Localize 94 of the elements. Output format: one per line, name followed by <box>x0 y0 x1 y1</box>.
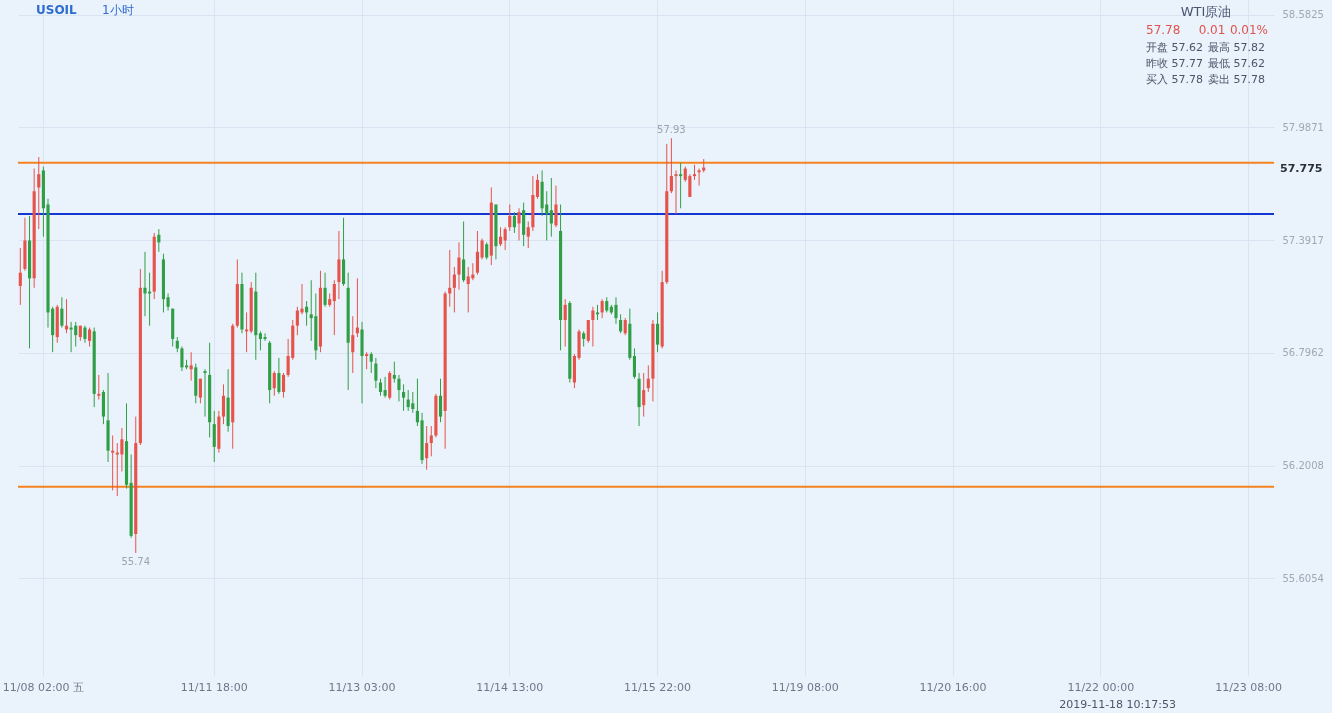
text: 57.775 <box>1280 162 1323 175</box>
candlestick <box>143 251 147 317</box>
x-tick-label: 11/08 02:00 五 <box>2 680 85 694</box>
x-tick-label: 11/19 08:00 <box>771 680 839 694</box>
candlestick <box>632 347 637 380</box>
annotation: WTI原油 <box>1180 4 1232 19</box>
candlestick <box>512 211 516 234</box>
candlestick <box>180 346 184 372</box>
candlestick <box>526 221 530 249</box>
candlestick <box>263 332 267 342</box>
candlestick <box>120 427 124 472</box>
candlestick <box>277 357 281 395</box>
annotation: 最低 57.62 <box>1208 57 1265 70</box>
candlestick <box>203 368 207 418</box>
y-tick-label: 56.7962 <box>1282 347 1324 359</box>
candlestick <box>425 425 429 471</box>
annotation: 57.93 <box>657 124 686 136</box>
candlestick <box>198 378 202 404</box>
candlestick <box>369 351 373 374</box>
candlestick <box>438 378 443 423</box>
candlestick <box>374 357 378 389</box>
candlestick <box>549 177 553 238</box>
candlestick <box>74 321 78 348</box>
candlestick <box>674 169 678 215</box>
x-tick-label: 11/23 08:00 <box>1215 680 1283 694</box>
annotation: 55.74 <box>121 555 151 567</box>
x-tick-label: 11/22 00:00 <box>1067 680 1135 694</box>
y-tick-label: 57.9871 <box>1282 121 1324 133</box>
y-tick-label: 55.6054 <box>1282 572 1324 584</box>
candlestick <box>337 230 341 300</box>
candlestick <box>245 311 249 353</box>
candlestick <box>508 204 512 232</box>
candlestick <box>411 391 415 414</box>
candlestick <box>466 266 470 313</box>
candlestick <box>332 279 336 336</box>
y-tick-label: 57.3917 <box>1282 234 1324 246</box>
candlestick <box>503 226 507 251</box>
candlestick <box>535 173 540 200</box>
text: 2019-11-18 10:17:53 <box>1059 698 1176 711</box>
candlestick <box>111 435 115 491</box>
candlestick <box>397 374 401 402</box>
candlestick <box>221 383 226 425</box>
candlestick <box>462 221 466 283</box>
candlestick <box>37 156 41 230</box>
candlestick <box>475 230 480 276</box>
candlestick <box>480 238 484 260</box>
candlestick <box>669 137 673 194</box>
candlestick <box>554 185 558 228</box>
candlestick <box>402 383 406 412</box>
x-tick-label: 11/20 16:00 <box>919 680 987 694</box>
candlestick <box>655 311 660 353</box>
candlestick <box>448 249 452 308</box>
candlestick <box>591 306 595 348</box>
candlestick <box>646 364 650 393</box>
candlestick <box>679 162 683 209</box>
annotation: 57.78 <box>1146 23 1181 37</box>
y-tick-label: 58.5825 <box>1282 9 1324 21</box>
x-tick-label: 11/14 13:00 <box>476 680 544 694</box>
annotation: 卖出 57.78 <box>1208 73 1265 86</box>
annotation: 0.01% <box>1229 23 1268 37</box>
candlestick <box>60 296 64 329</box>
candlestick <box>563 298 567 348</box>
x-tick-label: 11/11 18:00 <box>180 680 248 694</box>
annotation: 0.01 <box>1198 23 1226 37</box>
chart-title: USOIL <box>36 3 78 17</box>
candlestick <box>383 376 387 399</box>
x-tick-label: 11/15 22:00 <box>624 680 691 694</box>
candlestick <box>189 351 193 382</box>
candlestick <box>517 207 521 241</box>
candlestick <box>697 168 701 187</box>
candlestick <box>97 374 101 401</box>
candlestick <box>272 370 276 397</box>
annotation: 买入 57.78 <box>1146 73 1203 86</box>
annotation: 开盘 57.62 <box>1146 41 1203 54</box>
x-tick-label: 11/13 03:00 <box>328 680 396 694</box>
candlestick <box>642 372 646 418</box>
annotation: 最高 57.82 <box>1208 41 1265 54</box>
candlestick <box>323 272 327 308</box>
candlestick <box>452 266 456 313</box>
candlestick <box>212 410 216 463</box>
chart-subtitle: 1小时 <box>102 3 134 17</box>
candlestick <box>351 315 355 374</box>
candlestick <box>600 298 604 319</box>
candlestick <box>457 241 461 291</box>
candlestick <box>688 173 692 198</box>
candlestick <box>614 296 618 325</box>
annotation: 昨收 57.77 <box>1146 57 1203 70</box>
y-tick-label: 56.2008 <box>1282 460 1324 472</box>
candlestick <box>281 372 286 399</box>
candlestick <box>88 327 92 348</box>
candlestick <box>619 313 623 334</box>
candlestick <box>18 247 22 306</box>
candlestick <box>392 361 396 383</box>
candlestick <box>586 319 590 344</box>
